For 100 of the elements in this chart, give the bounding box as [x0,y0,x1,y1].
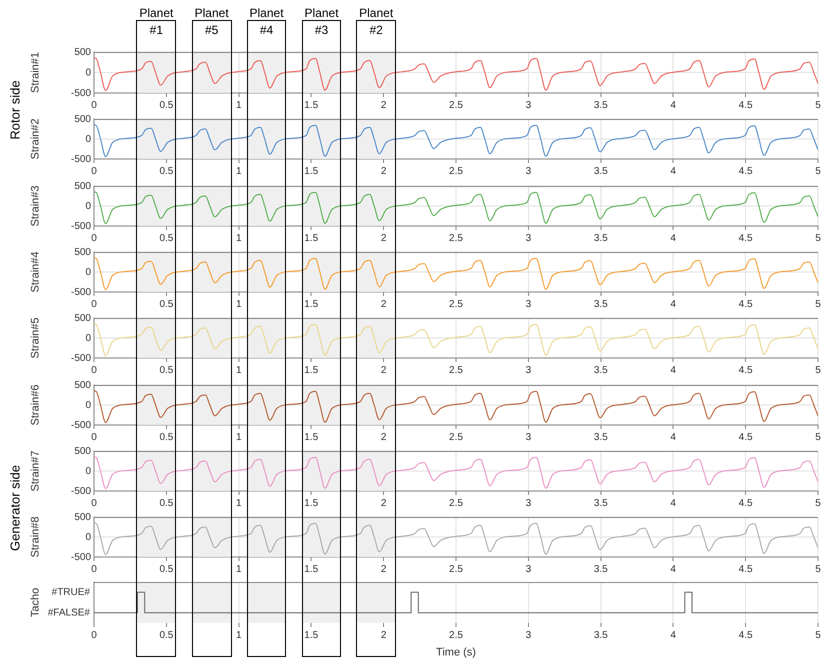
y-tick-label: 0 [85,134,92,145]
x-tick-label: 3 [526,364,532,376]
x-tick-label: 2.5 [449,232,464,244]
band-label: Planet #1 [139,6,174,37]
y-tick-label: -500 [70,220,92,232]
x-tick-label: 4 [670,498,676,509]
y-tick-label: 500 [74,380,92,391]
x-tick-label: 3 [526,498,532,509]
x-tick-label: 2 [380,298,387,310]
y-tick-label: 0 [85,266,92,278]
y-axis-title: Strain#3 [30,186,42,226]
x-tick-label: 3 [526,564,532,575]
x-tick-label: 0.5 [159,364,174,376]
x-tick-label: 4 [670,432,676,443]
x-tick-label: 4 [670,630,676,641]
x-tick-label: 1.5 [304,432,319,443]
x-tick-label: 2 [380,432,387,443]
x-tick-label: 2.5 [449,166,464,177]
x-tick-label: 2.5 [449,364,464,376]
y-axis-title: Strain#7 [30,450,42,492]
x-tick-label: 3.5 [594,298,608,310]
x-tick-label: 4.5 [738,298,753,310]
x-tick-label: 4.5 [738,100,753,111]
x-tick-label: 4.5 [738,364,753,376]
x-tick-label: 0.5 [159,166,174,177]
x-tick-label: 3.5 [594,564,608,575]
x-tick-label: 4.5 [738,232,753,244]
text: #TRUE# [52,587,90,598]
x-tick-label: 1 [236,298,242,310]
y-axis-title: Tacho [30,588,42,618]
x-tick-label: 3 [526,432,532,443]
y-tick-label: -500 [70,420,92,431]
x-tick-label: 1 [236,564,242,575]
x-tick-label: 5 [815,100,822,111]
x-tick-label: 2 [380,232,387,244]
x-tick-label: 1 [236,630,242,641]
x-tick-label: 3.5 [594,166,608,177]
x-tick-label: 1.5 [304,630,319,641]
x-tick-label: 1 [236,364,242,376]
y-tick-label: 0 [85,532,92,543]
band-label: Planet #4 [250,6,284,37]
x-tick-label: 4.5 [738,498,753,509]
x-tick-label: 1 [236,166,242,177]
x-tick-label: 0.5 [159,232,174,244]
x-tick-label: 4 [670,232,676,244]
x-tick-label: 5 [815,432,822,443]
x-tick-label: 0.5 [159,498,174,509]
y-tick-label: 0 [85,332,92,344]
text: Rotor side [8,80,22,140]
y-axis-title: Strain#1 [30,52,42,93]
x-tick-label: 5 [815,630,822,641]
x-tick-label: 1.5 [304,100,319,111]
y-tick-label: 0 [85,466,92,477]
x-tick-label: 3.5 [594,432,608,443]
x-tick-label: 1.5 [304,298,319,310]
y-tick-label: 500 [74,512,92,523]
band-label: Planet #5 [194,6,230,37]
y-tick-label: -500 [70,286,92,298]
x-tick-label: 2 [380,166,387,177]
x-tick-label: 2 [380,564,387,575]
x-tick-label: 3 [526,232,532,244]
x-tick-label: 2.5 [449,498,464,509]
x-tick-label: 5 [815,564,822,575]
x-tick-label: 2 [380,364,387,376]
y-tick-label: 500 [74,246,92,258]
x-tick-label: 1.5 [304,232,319,244]
x-tick-label: 4 [670,298,676,310]
x-tick-label: 4.5 [738,564,753,575]
x-axis-title: Time (s) [436,646,476,658]
y-tick-label: -500 [70,88,92,99]
band-label: Planet #2 [359,6,394,37]
y-tick-label: 500 [74,114,92,125]
y-axis-title: Strain#2 [30,118,42,160]
x-tick-label: 1.5 [304,564,319,575]
x-tick-label: 2 [380,498,387,509]
x-tick-label: 1 [236,432,242,443]
y-tick-label: 500 [74,312,92,324]
x-tick-label: 0.5 [159,564,174,575]
band-label: Planet #3 [304,6,340,37]
x-tick-label: 3 [526,100,532,111]
y-axis-title: Strain#6 [30,384,42,426]
x-tick-label: 4 [670,166,676,177]
y-tick-label: -500 [70,352,92,364]
x-tick-label: 1 [236,100,242,111]
y-axis-title: Strain#4 [30,252,42,292]
y-tick-label: 500 [74,446,92,457]
x-tick-label: 1.5 [304,364,319,376]
x-tick-label: 1 [236,498,242,509]
y-axis-title: Strain#8 [30,516,42,558]
y-tick-label: 0 [85,67,92,78]
text: #FALSE# [48,608,90,618]
x-tick-label: 2 [380,630,387,641]
x-tick-label: 5 [815,364,822,376]
x-tick-label: 3 [526,630,532,641]
y-tick-label: -500 [70,486,92,497]
x-tick-label: 1.5 [304,166,319,177]
y-tick-label: 500 [74,46,92,58]
x-tick-label: 3.5 [594,630,608,641]
x-tick-label: 2 [380,100,387,111]
y-tick-label: 500 [74,180,92,192]
